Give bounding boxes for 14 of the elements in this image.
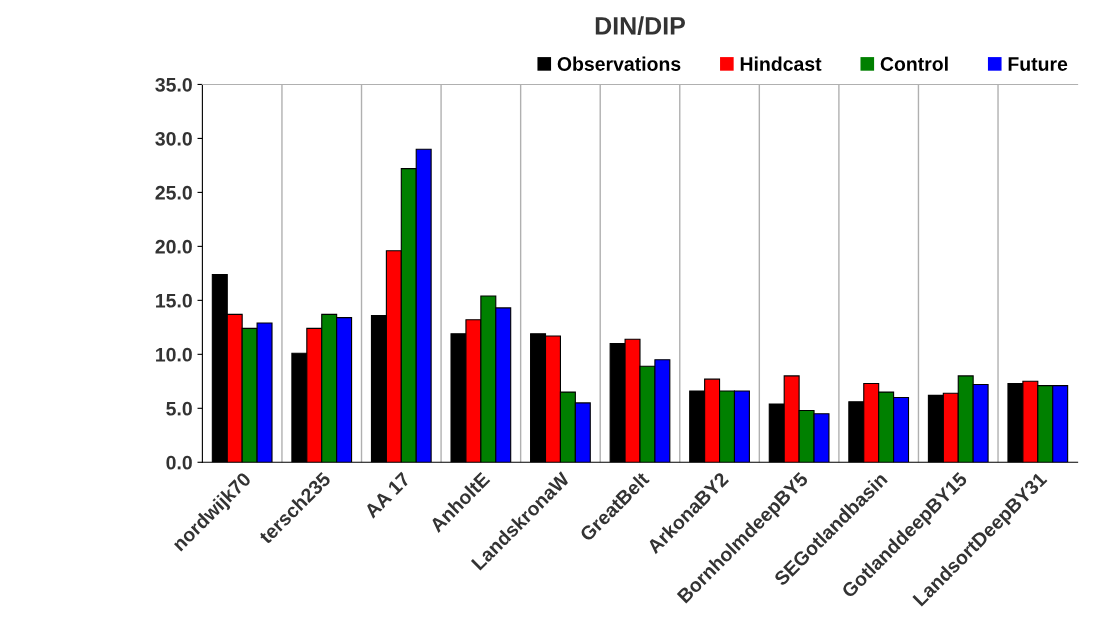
legend-label: Control bbox=[880, 56, 948, 71]
x-tick-label: AA 17 bbox=[363, 471, 411, 519]
y-tick-label: 15.0 bbox=[156, 293, 192, 308]
y-tick-label: 20.0 bbox=[155, 239, 192, 254]
y-tick-label: 0.0 bbox=[166, 455, 192, 470]
y-tick-label: 5.0 bbox=[166, 401, 192, 416]
y-tick-label: 30.0 bbox=[155, 131, 192, 146]
chart-title: DIN/DIP bbox=[595, 16, 685, 35]
legend-label: Future bbox=[1008, 57, 1068, 71]
legend-label: Observations bbox=[557, 56, 681, 71]
y-tick-label: 25.0 bbox=[155, 185, 192, 200]
y-tick-label: 10.0 bbox=[156, 347, 192, 362]
y-tick-label: 35.0 bbox=[155, 77, 192, 92]
legend-label: Hindcast bbox=[740, 56, 822, 71]
